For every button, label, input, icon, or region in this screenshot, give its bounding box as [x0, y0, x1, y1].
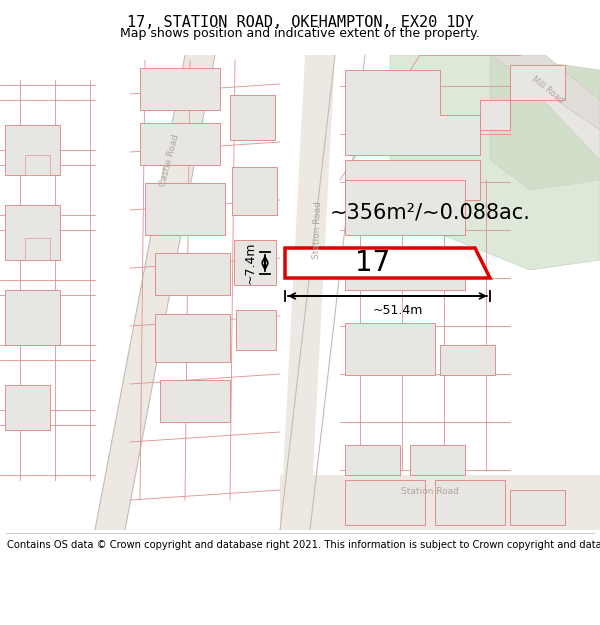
Bar — [480, 100, 510, 130]
Bar — [510, 65, 565, 100]
Polygon shape — [285, 248, 490, 278]
Polygon shape — [280, 475, 600, 530]
Text: Mill Road: Mill Road — [530, 75, 566, 105]
Text: ~51.4m: ~51.4m — [373, 304, 422, 317]
Bar — [25, 155, 50, 175]
Polygon shape — [390, 55, 600, 270]
Bar — [345, 323, 435, 375]
Bar — [145, 183, 225, 235]
Bar — [435, 480, 505, 525]
Text: 17: 17 — [355, 249, 390, 277]
Polygon shape — [95, 55, 215, 530]
Bar — [160, 380, 230, 422]
Bar — [5, 290, 60, 345]
Bar — [232, 167, 277, 215]
Bar — [5, 385, 50, 430]
Bar — [510, 490, 565, 525]
Bar — [155, 253, 230, 295]
Bar — [155, 314, 230, 362]
Polygon shape — [345, 160, 480, 200]
Bar — [345, 480, 425, 525]
Bar — [440, 345, 495, 375]
Text: Map shows position and indicative extent of the property.: Map shows position and indicative extent… — [120, 27, 480, 39]
Bar — [345, 250, 465, 290]
Polygon shape — [280, 55, 335, 530]
Bar — [234, 240, 276, 285]
Polygon shape — [430, 55, 600, 160]
Bar — [5, 205, 60, 260]
Bar — [345, 445, 400, 475]
Text: Castle Road: Castle Road — [158, 133, 181, 187]
Text: Contains OS data © Crown copyright and database right 2021. This information is : Contains OS data © Crown copyright and d… — [7, 539, 600, 549]
Text: Station Road: Station Road — [313, 201, 323, 259]
Polygon shape — [345, 70, 480, 155]
Polygon shape — [490, 55, 600, 190]
Text: ~356m²/~0.088ac.: ~356m²/~0.088ac. — [329, 202, 530, 222]
Bar — [140, 123, 220, 165]
Bar — [140, 68, 220, 110]
Bar — [345, 180, 465, 235]
Bar — [410, 445, 465, 475]
Polygon shape — [490, 55, 600, 130]
Bar — [5, 125, 60, 175]
Text: Station Road: Station Road — [401, 488, 459, 496]
Bar — [25, 238, 50, 260]
Text: 17, STATION ROAD, OKEHAMPTON, EX20 1DY: 17, STATION ROAD, OKEHAMPTON, EX20 1DY — [127, 15, 473, 30]
Bar — [230, 95, 275, 140]
Bar — [236, 310, 276, 350]
Text: ~7.4m: ~7.4m — [244, 242, 257, 284]
